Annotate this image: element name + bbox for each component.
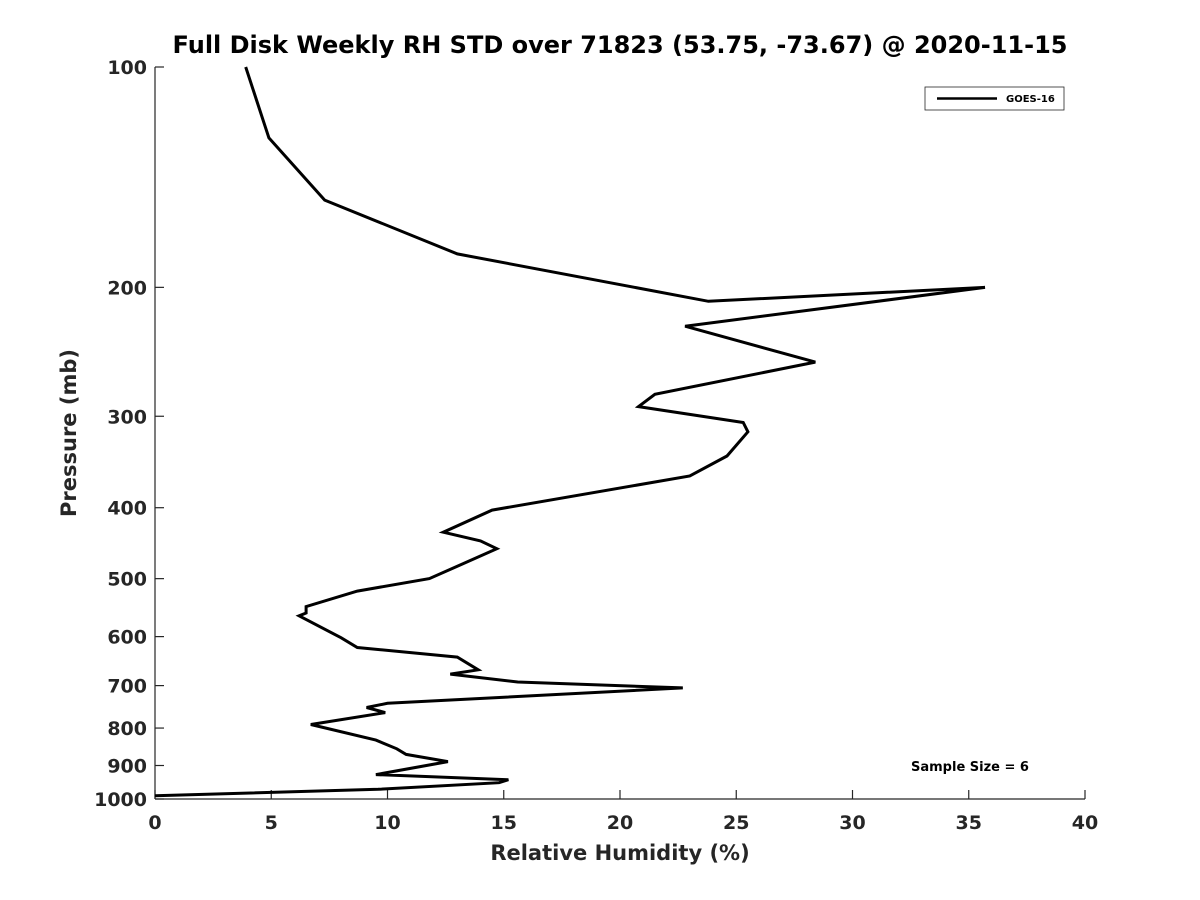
y-tick-label: 200 bbox=[107, 277, 147, 299]
legend: GOES-16 bbox=[924, 86, 1065, 111]
x-axis-ticks: 0 5 10 15 20 25 30 35 40 bbox=[148, 790, 1098, 834]
y-tick-label: 300 bbox=[107, 406, 147, 428]
y-tick-label: 400 bbox=[107, 498, 147, 520]
y-tick-label: 600 bbox=[107, 627, 147, 649]
x-tick-label: 10 bbox=[374, 812, 400, 834]
sample-size-annotation: Sample Size = 6 bbox=[911, 760, 1029, 775]
x-tick-label: 20 bbox=[607, 812, 633, 834]
y-tick-label: 800 bbox=[107, 718, 147, 740]
y-axis-ticks: 100 200 300 400 500 600 700 800 900 1000 bbox=[94, 57, 164, 811]
series-layer bbox=[154, 66, 986, 798]
y-tick-label: 900 bbox=[107, 756, 147, 778]
x-tick-label: 5 bbox=[265, 812, 278, 834]
legend-label: GOES-16 bbox=[1006, 94, 1055, 105]
x-tick-label: 25 bbox=[723, 812, 749, 834]
x-axis-label: Relative Humidity (%) bbox=[490, 841, 749, 865]
series-line-goes-16 bbox=[154, 66, 986, 798]
y-axis-label: Pressure (mb) bbox=[57, 349, 81, 517]
y-tick-label: 700 bbox=[107, 676, 147, 698]
plot-area: 0 5 10 15 20 25 30 35 40 100 200 300 400 500 600 700 80… bbox=[94, 57, 1098, 834]
y-tick-label: 500 bbox=[107, 569, 147, 591]
x-tick-label: 0 bbox=[148, 812, 161, 834]
y-tick-label: 100 bbox=[107, 57, 147, 79]
x-tick-label: 30 bbox=[839, 812, 865, 834]
x-tick-label: 40 bbox=[1072, 812, 1098, 834]
x-tick-label: 15 bbox=[491, 812, 517, 834]
x-tick-label: 35 bbox=[956, 812, 982, 834]
y-tick-label: 1000 bbox=[94, 789, 147, 811]
chart-title: Full Disk Weekly RH STD over 71823 (53.7… bbox=[173, 31, 1068, 59]
